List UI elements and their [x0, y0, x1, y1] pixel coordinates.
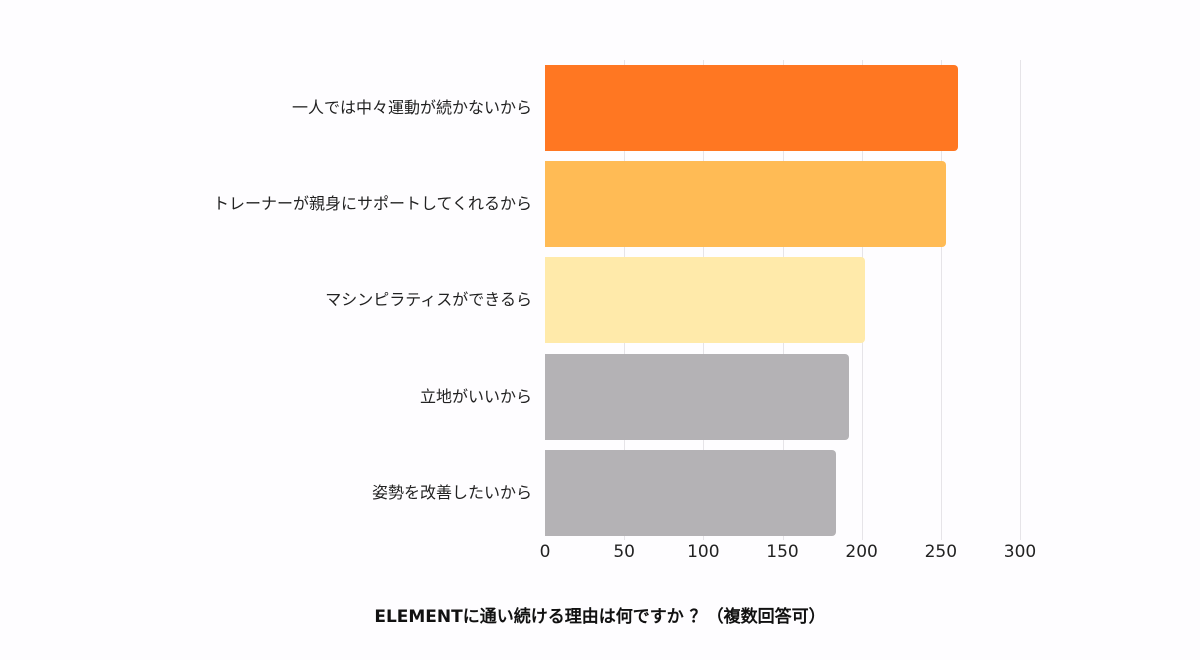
x-tick-label: 300 — [1003, 542, 1037, 562]
x-tick-label: 150 — [766, 542, 799, 562]
category-label: 一人では中々運動が続かないから — [291, 98, 532, 117]
chart-title: ELEMENTに通い続ける理由は何ですか ？（複数回答可） — [374, 607, 826, 627]
x-tick-label: 100 — [687, 542, 720, 562]
category-label: マシンピラティスができるら — [325, 290, 532, 309]
category-label: 立地がいいから — [419, 387, 532, 406]
bar — [545, 354, 849, 440]
category-label: トレーナーが親身にサポートしてくれるから — [212, 194, 532, 213]
x-tick-label: 250 — [924, 542, 958, 562]
bar — [545, 65, 959, 151]
bar — [545, 257, 865, 343]
category-label: 姿勢を改善したいから — [371, 483, 532, 502]
x-tick-label: 200 — [845, 542, 878, 562]
x-tick-label: 50 — [613, 542, 635, 562]
bar — [545, 450, 837, 536]
bar — [545, 161, 946, 247]
plot-area — [545, 60, 1021, 540]
gridline — [1020, 60, 1021, 540]
x-tick-label: 0 — [539, 542, 551, 562]
gridline — [940, 60, 942, 540]
